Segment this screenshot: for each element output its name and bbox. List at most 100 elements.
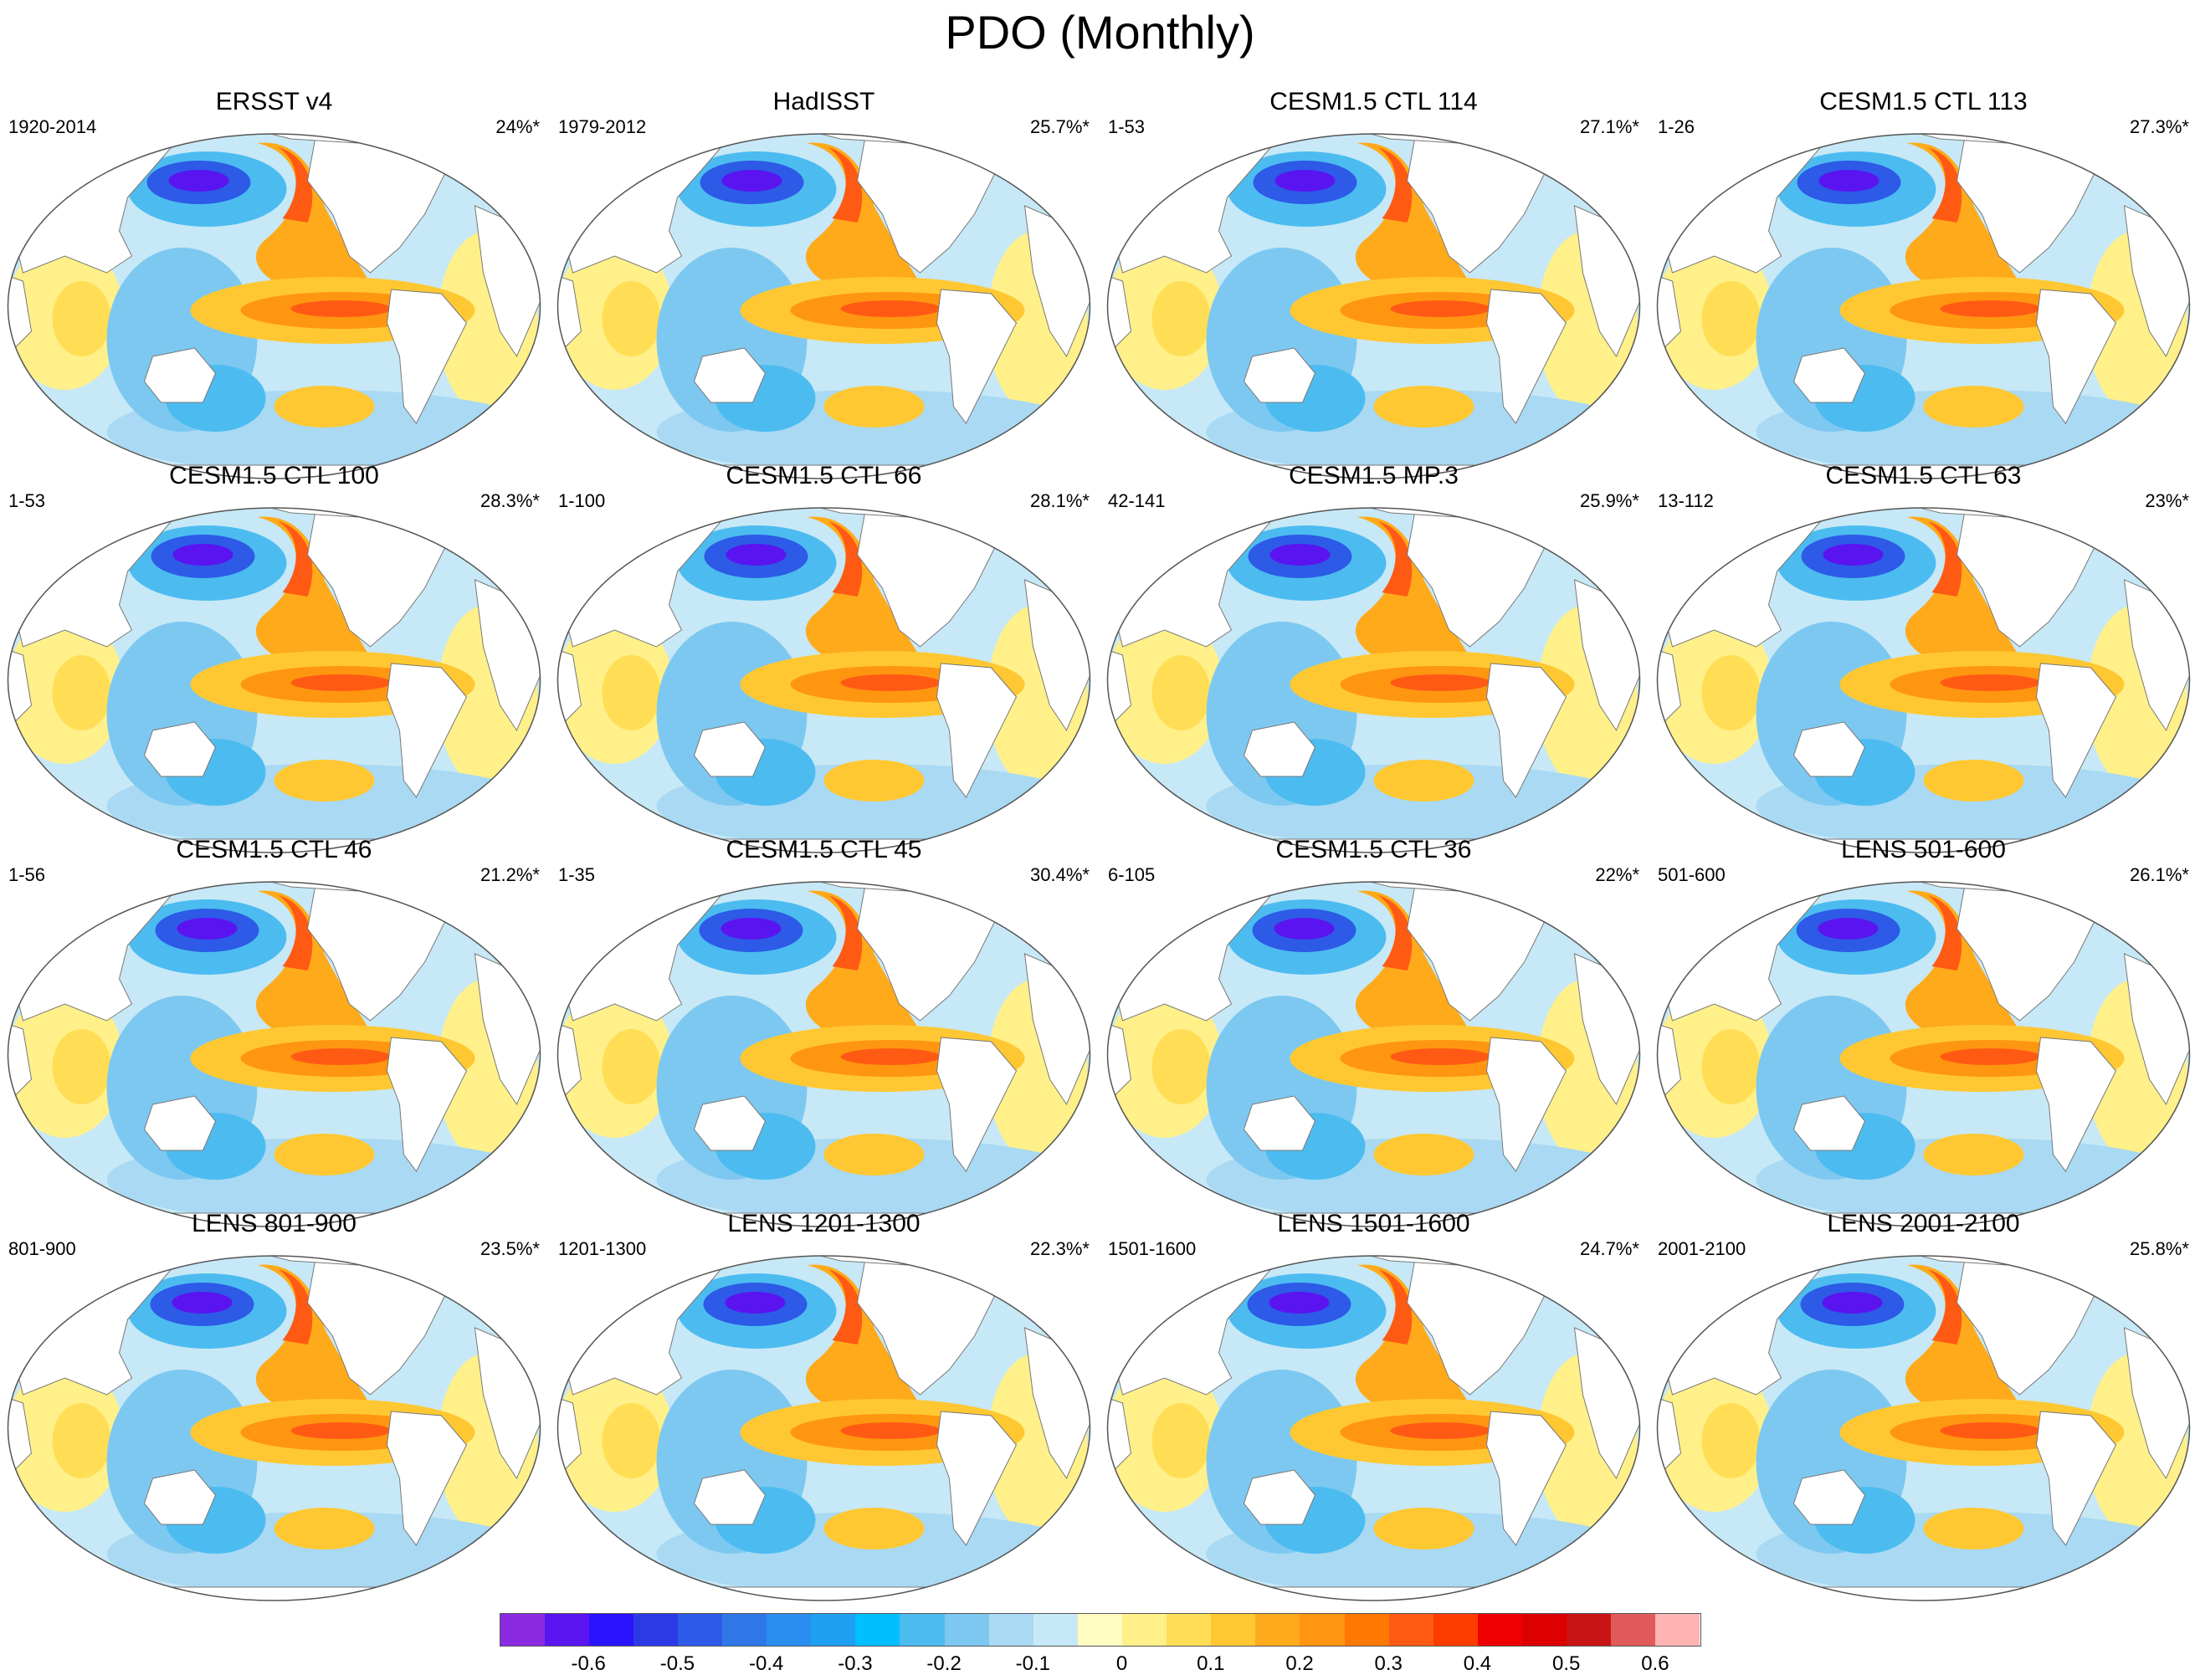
colorbar-tick-label: -0.6 [571, 1652, 606, 1675]
pdo-map [556, 507, 1091, 853]
colorbar-cell [1654, 1613, 1700, 1647]
south-america-landmass [936, 289, 1018, 424]
colorbar-cell [588, 1613, 633, 1647]
pdo-map [7, 133, 541, 479]
australia-landmass [1243, 1095, 1316, 1151]
map-panel: CESM1.5 CTL 100 1-53 28.3%* [0, 462, 548, 855]
map-panel: CESM1.5 MP.3 42-141 25.9%* [1100, 462, 1648, 855]
pdo-map [1656, 1255, 2191, 1601]
australia-landmass [1243, 721, 1316, 777]
colorbar-tick-label: -0.1 [1015, 1652, 1051, 1675]
pdo-map [1106, 507, 1641, 853]
panel-years: 1-53 [1108, 116, 1146, 137]
panel-years: 501-600 [1658, 864, 1726, 885]
panel-years: 1-35 [558, 864, 596, 885]
colorbar-tick-label: -0.5 [659, 1652, 695, 1675]
colorbar-cell [721, 1613, 767, 1647]
colorbar-cell [1521, 1613, 1567, 1647]
south-america-landmass [936, 663, 1018, 798]
australia-landmass [1792, 721, 1866, 777]
pdo-map [1106, 1255, 1641, 1601]
map-panel: CESM1.5 CTL 36 6-105 22%* [1100, 836, 1648, 1229]
map-border [1656, 881, 2191, 1227]
warm-horseshoe [1355, 1264, 1483, 1428]
pdo-map [556, 881, 1091, 1227]
pdo-map [7, 1255, 541, 1601]
warm-horseshoe [1355, 890, 1483, 1054]
colorbar-frame [500, 1613, 1701, 1647]
warm-horseshoe [255, 890, 383, 1054]
south-america-landmass [386, 1411, 468, 1546]
panel-percent: 28.3%* [480, 490, 540, 511]
map-panel: CESM1.5 CTL 45 1-35 30.4%* [550, 836, 1098, 1229]
panel-years: 42-141 [1108, 490, 1166, 511]
south-america-landmass [2035, 1037, 2117, 1172]
colorbar-cell [633, 1613, 678, 1647]
panel-title: CESM1.5 CTL 46 [176, 836, 372, 863]
colorbar-tick-label: 0.4 [1463, 1652, 1492, 1675]
colorbar-cell [1610, 1613, 1656, 1647]
map-border [1106, 881, 1641, 1227]
map-panel: CESM1.5 CTL 113 1-26 27.3%* [1649, 88, 2197, 481]
map-panel: LENS 801-900 801-900 23.5%* [0, 1210, 548, 1603]
colorbar-tick-label: 0.1 [1197, 1652, 1225, 1675]
colorbar-cell [1210, 1613, 1256, 1647]
panel-title: LENS 1501-1600 [1277, 1210, 1470, 1237]
australia-landmass [1243, 347, 1316, 403]
colorbar-tick-label: 0.6 [1641, 1652, 1669, 1675]
panel-title: ERSST v4 [215, 88, 333, 115]
panel-title: LENS 2001-2100 [1827, 1210, 2020, 1237]
colorbar [500, 1613, 1701, 1648]
colorbar-cell [1121, 1613, 1167, 1647]
panel-title: CESM1.5 CTL 114 [1269, 88, 1478, 115]
colorbar-cell [1254, 1613, 1300, 1647]
panel-title: CESM1.5 CTL 100 [169, 462, 379, 489]
map-border [7, 507, 541, 853]
colorbar-tick-label: 0 [1115, 1652, 1128, 1675]
australia-landmass [143, 1095, 217, 1151]
colorbar-tick-label: -0.2 [926, 1652, 962, 1675]
colorbar-cell [1477, 1613, 1523, 1647]
colorbar-cell [1566, 1613, 1612, 1647]
colorbar-cell [1388, 1613, 1433, 1647]
panel-percent: 25.9%* [1580, 490, 1639, 511]
panel-years: 2001-2100 [1658, 1238, 1746, 1259]
map-panel: CESM1.5 CTL 63 13-112 23%* [1649, 462, 2197, 855]
south-america-landmass [2035, 663, 2117, 798]
panel-percent: 30.4%* [1030, 864, 1090, 885]
panel-percent: 24%* [495, 116, 540, 137]
map-panel: LENS 2001-2100 2001-2100 25.8%* [1649, 1210, 2197, 1603]
colorbar-tick-label: -0.4 [748, 1652, 784, 1675]
australia-landmass [1792, 1095, 1866, 1151]
colorbar-cell [677, 1613, 723, 1647]
map-panel: CESM1.5 CTL 114 1-53 27.1%* [1100, 88, 1648, 481]
panel-percent: 25.7%* [1030, 116, 1090, 137]
map-border [556, 881, 1091, 1227]
colorbar-cell [1300, 1613, 1345, 1647]
map-border [1106, 133, 1641, 479]
colorbar-cell [766, 1613, 812, 1647]
south-america-landmass [386, 663, 468, 798]
panel-years: 1-26 [1658, 116, 1695, 137]
panel-years: 1979-2012 [558, 116, 647, 137]
south-america-landmass [386, 1037, 468, 1172]
colorbar-cell [944, 1613, 989, 1647]
panel-percent: 27.1%* [1580, 116, 1639, 137]
colorbar-cell [988, 1613, 1033, 1647]
warm-horseshoe [1905, 1264, 2033, 1428]
map-panel: LENS 1501-1600 1501-1600 24.7%* [1100, 1210, 1648, 1603]
warm-horseshoe [805, 142, 933, 306]
australia-landmass [143, 721, 217, 777]
pdo-map [1656, 507, 2191, 853]
panel-years: 6-105 [1108, 864, 1156, 885]
panel-years: 1920-2014 [8, 116, 97, 137]
panel-percent: 26.1%* [2130, 864, 2189, 885]
map-panel: CESM1.5 CTL 46 1-56 21.2%* [0, 836, 548, 1229]
colorbar-cell [1166, 1613, 1212, 1647]
warm-horseshoe [255, 1264, 383, 1428]
warm-horseshoe [1355, 516, 1483, 680]
panel-percent: 22.3%* [1030, 1238, 1090, 1259]
australia-landmass [693, 1469, 767, 1525]
map-panel: HadISST 1979-2012 25.7%* [550, 88, 1098, 481]
warm-horseshoe [1905, 890, 2033, 1054]
